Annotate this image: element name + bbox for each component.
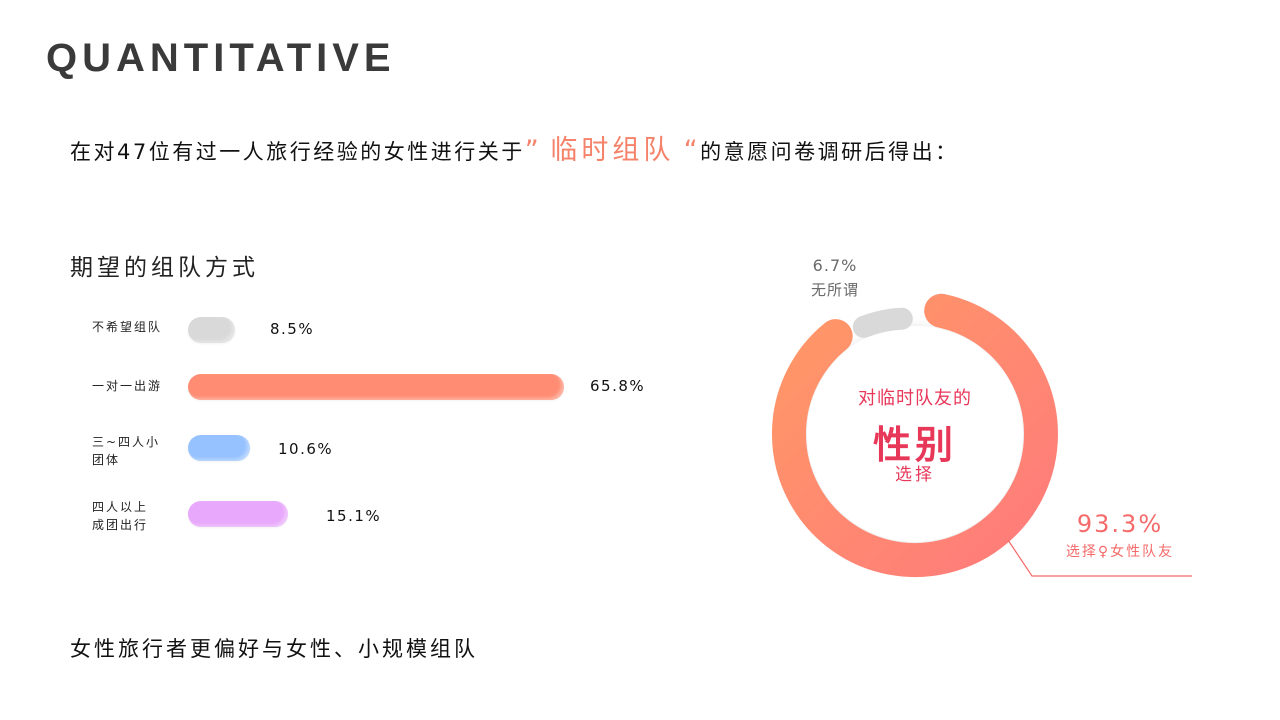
quote-open: ” [524,135,542,166]
page-title: QUANTITATIVE [46,36,396,80]
bar-label: 三~四人小团体 [92,435,161,467]
donut-main-label: 选择♀女性队友 [1065,544,1175,560]
bar-chart-title: 期望的组队方式 [70,255,259,281]
callout-line [1007,539,1192,577]
bar-no-team [188,317,235,343]
bar-label: 四人以上成团出行 [92,500,149,532]
bar-value: 8.5% [270,320,315,338]
bar-one-on-one [188,374,564,400]
bar-value: 15.1% [326,507,382,525]
bar-label: 一对一出游 [92,379,163,393]
donut-segment-indifferent [852,307,913,338]
bar-label: 不希望组队 [92,320,163,334]
intro-suffix: 的意愿问卷调研后得出： [700,140,959,164]
quote-close: “ [683,135,701,166]
bar-value: 65.8% [590,377,646,395]
conclusion-text: 女性旅行者更偏好与女性、小规模组队 [70,637,478,661]
intro-prefix: 在对47位有过一人旅行经验的女性进行关于 [70,140,525,164]
bar-large-group [188,501,288,527]
bar-small-group [188,435,250,461]
donut-chart [771,293,1192,578]
donut-inner-shadow [807,326,1023,542]
donut-main-percent: 93.3% [1076,510,1164,538]
donut-center-title: 性别 [872,423,957,467]
intro-highlight: 临时组队 [550,135,675,166]
donut-segment-female [771,293,1058,578]
donut-gray-percent: 6.7% [812,256,858,275]
intro-text: 在对47位有过一人旅行经验的女性进行关于” 临时组队 “的意愿问卷调研后得出： [70,128,959,167]
donut-center-line1: 对临时队友的 [858,388,972,409]
donut-center-line3: 选择 [895,465,935,485]
donut-gray-label: 无所谓 [810,281,859,299]
bar-value: 10.6% [278,440,334,458]
